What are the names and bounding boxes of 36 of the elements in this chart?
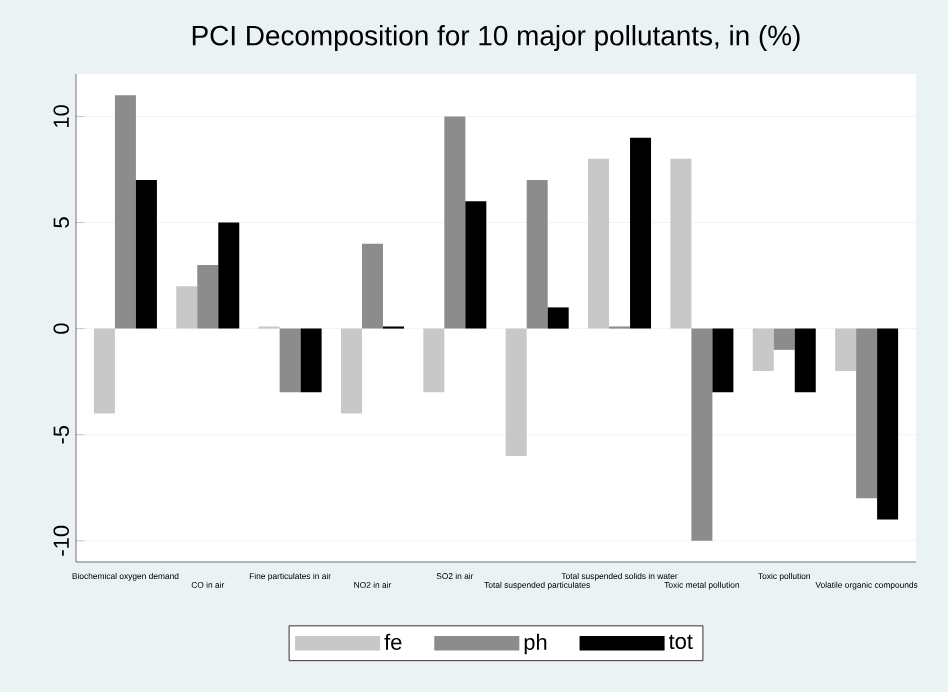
bar [691, 328, 713, 541]
bar [465, 201, 487, 329]
bar [176, 286, 198, 329]
y-tick-label: 0 [53, 323, 69, 334]
chart-title: PCI Decomposition for 10 major pollutants, in (%) [192, 25, 800, 52]
bar [547, 307, 569, 329]
bar [712, 328, 734, 393]
bar [197, 264, 219, 329]
bar [856, 328, 878, 499]
bar [361, 243, 383, 329]
bar [505, 328, 527, 456]
bar [444, 116, 466, 329]
legend-label: fe [384, 633, 402, 650]
bar [218, 222, 240, 329]
bar [670, 158, 692, 329]
bar [135, 180, 157, 329]
bar [877, 328, 899, 520]
bar [279, 328, 301, 393]
bar [630, 137, 652, 329]
bar [114, 95, 136, 329]
y-tick-label: 5 [53, 217, 69, 228]
bar [588, 158, 610, 329]
bar [835, 328, 857, 372]
y-tick-label: 10 [53, 105, 69, 127]
bar [794, 328, 816, 393]
y-tick-label: -5 [53, 425, 69, 444]
bar [773, 328, 795, 350]
bar [752, 328, 774, 372]
legend-label: tot [668, 634, 693, 650]
bar [93, 328, 115, 414]
legend-label: ph [524, 633, 547, 655]
bar [526, 180, 548, 329]
bar [300, 328, 322, 393]
bar [423, 328, 445, 393]
bar [340, 328, 362, 414]
y-tick-label: -10 [53, 525, 69, 556]
